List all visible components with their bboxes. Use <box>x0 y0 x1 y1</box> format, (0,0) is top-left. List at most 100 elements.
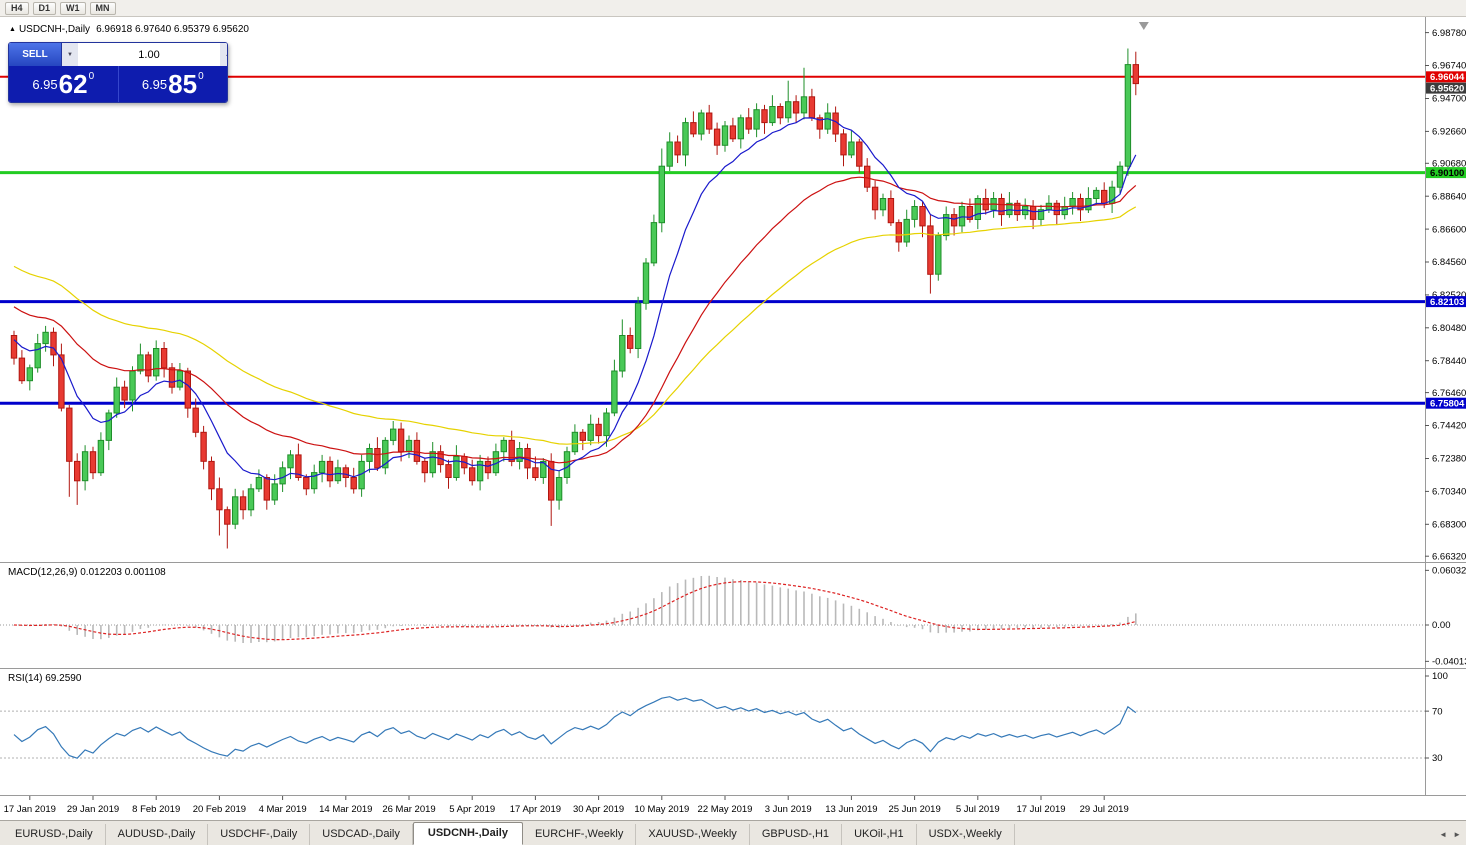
timeframe-button-h4[interactable]: H4 <box>5 1 29 15</box>
sell-price-pips: 62 <box>58 69 88 99</box>
buy-price-display[interactable]: 6.95 85 0 <box>118 66 227 102</box>
price-axis-label: 6.96740 <box>1432 61 1466 72</box>
macd-panel <box>0 575 1425 643</box>
level-price-label <box>1426 167 1466 179</box>
tab-gbpusd-h1[interactable]: GBPUSD-,H1 <box>750 824 843 845</box>
date-axis: 17 Jan 2019 29 Jan 2019 8 Feb 2019 20 Feb 2… <box>4 796 1129 815</box>
horizontal-level-lines[interactable] <box>0 75 1425 405</box>
volume-decrease-button[interactable]: ▼ <box>62 43 78 66</box>
chart-canvas[interactable]: 6.98780 6.96740 6.94700 6.92660 6.90680 6.886… <box>0 17 1466 820</box>
price-axis-label: 6.66320 <box>1432 551 1466 562</box>
date-axis-label: 8 Feb 2019 <box>132 804 180 815</box>
chart-symbol-period: USDCNH-,Daily <box>18 24 91 35</box>
price-axis-label: 6.78440 <box>1432 356 1466 367</box>
svg-text:6.96044: 6.96044 <box>1430 72 1465 83</box>
tabs-scroll-right-button[interactable]: ► <box>1453 830 1461 839</box>
tab-audusd-daily[interactable]: AUDUSD-,Daily <box>106 824 209 845</box>
price-axis-label: 6.90680 <box>1432 159 1466 170</box>
date-axis-label: 10 May 2019 <box>634 804 689 815</box>
trade-panel-price-row: 6.95 62 0 6.95 85 0 <box>9 66 227 102</box>
tabs-scroll-left-button[interactable]: ◄ <box>1439 830 1448 839</box>
rsi-axis-label: 30 <box>1432 753 1443 764</box>
buy-price-pips: 85 <box>168 69 198 99</box>
sell-price-main: 6.95 <box>32 76 58 92</box>
level-price-label <box>1426 397 1466 409</box>
price-axis-label: 6.68300 <box>1432 520 1466 531</box>
sell-button[interactable]: SELL <box>9 43 61 66</box>
macd-axis-label: -0.040135 <box>1432 657 1466 668</box>
rsi-indicator-label: RSI(14) 69.2590 <box>8 673 82 684</box>
timeframe-button-w1[interactable]: W1 <box>60 1 86 15</box>
price-axis-label: 6.88640 <box>1432 191 1466 202</box>
svg-text:6.82103: 6.82103 <box>1430 297 1464 308</box>
date-axis-label: 20 Feb 2019 <box>193 804 246 815</box>
level-price-label <box>1426 71 1466 83</box>
trade-panel-top-row: SELL ▼ ▲ BUY <box>9 43 227 66</box>
date-axis-label: 17 Jan 2019 <box>4 804 56 815</box>
rsi-axis-label: 70 <box>1432 706 1443 717</box>
price-axis: 6.98780 6.96740 6.94700 6.92660 6.90680 6.886… <box>1425 28 1466 562</box>
buy-price-frac: 0 <box>198 70 204 82</box>
price-axis-label: 6.92660 <box>1432 127 1466 138</box>
buy-price-main: 6.95 <box>141 76 168 92</box>
chart-shift-marker-icon[interactable] <box>1138 22 1149 30</box>
chart-ohlc-values: 6.96918 6.97640 6.95379 6.95620 <box>96 24 249 35</box>
sell-price-frac: 0 <box>88 70 95 82</box>
price-axis-label: 6.80480 <box>1432 323 1466 334</box>
ma-mid-line <box>13 176 1137 464</box>
macd-indicator-label: MACD(12,26,9) 0.012203 0.001108 <box>8 567 166 578</box>
date-axis-label: 22 May 2019 <box>698 804 753 815</box>
date-axis-label: 3 Jun 2019 <box>765 804 812 815</box>
date-axis-label: 29 Jan 2019 <box>67 804 119 815</box>
current-price-label <box>1426 82 1466 94</box>
rsi-panel <box>0 696 1425 759</box>
volume-input[interactable] <box>78 43 220 66</box>
price-axis-label: 6.70340 <box>1432 487 1466 498</box>
rsi-line <box>13 696 1137 759</box>
date-axis-label: 13 Jun 2019 <box>825 804 877 815</box>
date-axis-label: 17 Jul 2019 <box>1016 804 1065 815</box>
rsi-axis: 100 70 30 <box>1425 671 1448 764</box>
price-axis-label: 6.74420 <box>1432 421 1466 432</box>
svg-text:6.90100: 6.90100 <box>1430 168 1464 179</box>
sell-price-display[interactable]: 6.95 62 0 <box>9 66 119 102</box>
tab-usdcnh-daily[interactable]: USDCNH-,Daily <box>412 822 523 845</box>
timeframe-toolbar: H4 D1 W1 MN <box>0 0 1466 17</box>
svg-text:6.75804: 6.75804 <box>1430 398 1465 409</box>
timeframe-button-mn[interactable]: MN <box>89 1 116 15</box>
svg-text:6.95620: 6.95620 <box>1430 83 1464 94</box>
tab-scroll-arrows: ◄ ► <box>1439 830 1461 839</box>
tab-xauusd-weekly[interactable]: XAUUSD-,Weekly <box>636 824 750 845</box>
chart-tabs: EURUSD-,Daily AUDUSD-,Daily USDCHF-,Daily U… <box>3 821 1015 845</box>
date-axis-label: 4 Mar 2019 <box>259 804 307 815</box>
price-axis-label: 6.72380 <box>1432 454 1466 465</box>
date-axis-label: 26 Mar 2019 <box>382 804 435 815</box>
candlestick-series <box>10 48 1139 549</box>
timeframe-button-d1[interactable]: D1 <box>32 1 57 15</box>
macd-axis-label: 0.00 <box>1432 620 1451 631</box>
date-axis-label: 29 Jul 2019 <box>1080 804 1129 815</box>
macd-axis: 0.060329 0.00 -0.040135 <box>1425 566 1466 668</box>
price-axis-label: 6.86600 <box>1432 224 1466 235</box>
tab-eurchf-weekly[interactable]: EURCHF-,Weekly <box>523 824 637 845</box>
rsi-axis-label: 100 <box>1432 671 1448 682</box>
date-axis-label: 25 Jun 2019 <box>888 804 940 815</box>
tab-usdcad-daily[interactable]: USDCAD-,Daily <box>310 824 413 845</box>
chart-title: ▲ USDCNH-,Daily 6.96918 6.97640 6.95379 6.… <box>9 24 249 35</box>
tab-eurusd-daily[interactable]: EURUSD-,Daily <box>3 824 106 845</box>
date-axis-label: 5 Apr 2019 <box>449 804 495 815</box>
ma-fast-line <box>13 117 1137 481</box>
tab-ukoil-h1[interactable]: UKOil-,H1 <box>842 824 917 845</box>
volume-increase-button[interactable]: ▲ <box>220 43 227 66</box>
level-price-label <box>1426 296 1466 308</box>
date-axis-label: 14 Mar 2019 <box>319 804 372 815</box>
tab-usdx-weekly[interactable]: USDX-,Weekly <box>917 824 1015 845</box>
date-axis-label: 17 Apr 2019 <box>510 804 561 815</box>
one-click-collapse-icon[interactable]: ▲ <box>9 26 16 33</box>
tab-usdchf-daily[interactable]: USDCHF-,Daily <box>208 824 311 845</box>
volume-control: ▼ ▲ <box>61 43 227 66</box>
price-axis-label: 6.76460 <box>1432 388 1466 399</box>
date-axis-label: 30 Apr 2019 <box>573 804 624 815</box>
